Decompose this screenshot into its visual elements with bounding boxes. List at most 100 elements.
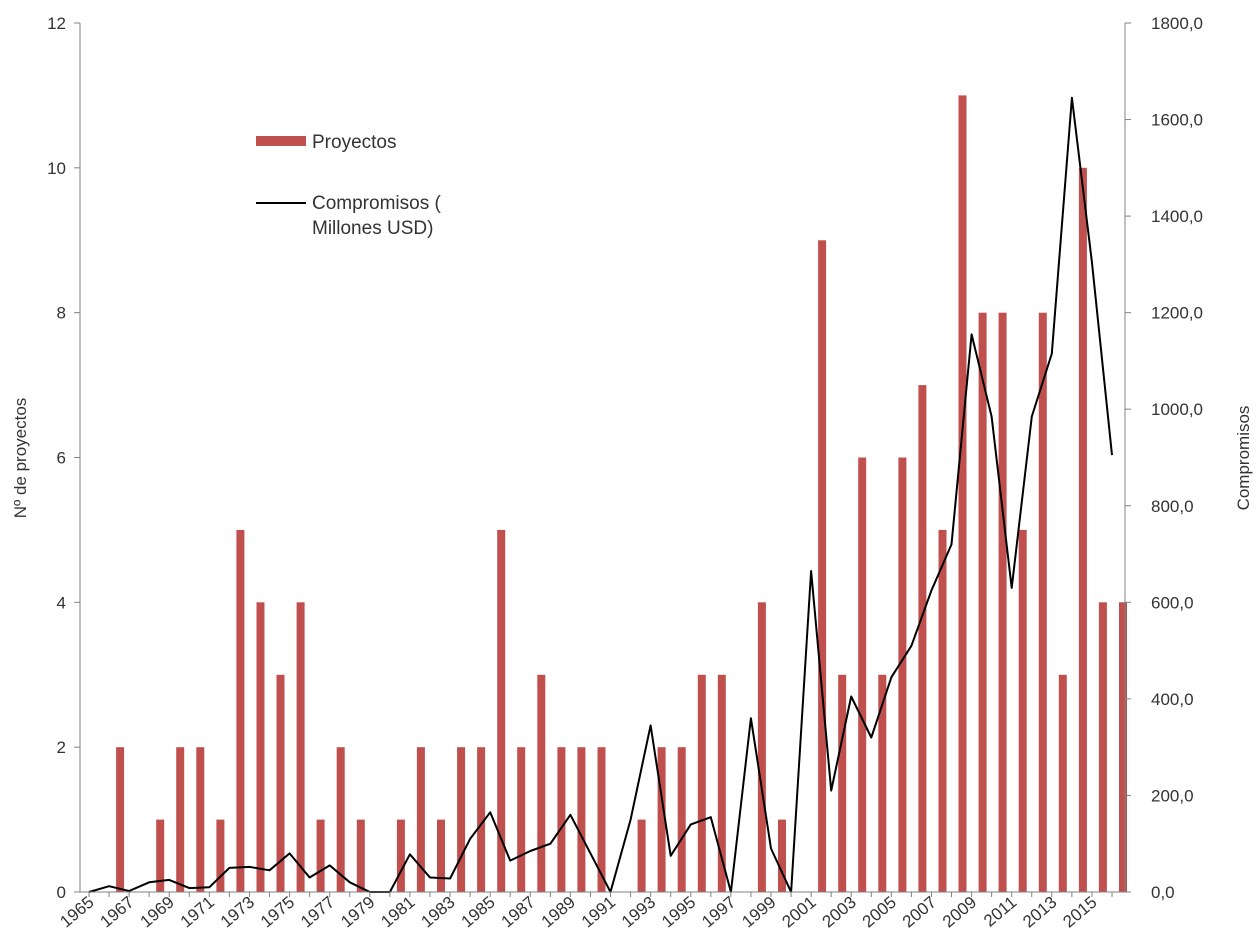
bar-2002 <box>838 674 847 893</box>
right-tick-label: 1000,0 <box>1151 400 1203 419</box>
bar-2005 <box>898 457 907 892</box>
bar-1971 <box>216 819 225 892</box>
x-tick-label: 1977 <box>297 893 338 932</box>
bar-1969 <box>176 747 185 892</box>
right-tick-label: 0,0 <box>1151 883 1175 902</box>
bar-1989 <box>577 747 586 892</box>
bar-1975 <box>296 602 305 892</box>
bar-1970 <box>196 747 205 892</box>
legend-label-compromisos-line1: Compromisos ( <box>312 193 441 214</box>
bar-1983 <box>457 747 466 892</box>
bar-1988 <box>557 747 566 892</box>
x-tick-label: 1991 <box>578 893 619 932</box>
legend-label-compromisos-line2: Millones USD) <box>312 218 433 239</box>
right-tick-label: 200,0 <box>1151 786 1194 805</box>
bar-1987 <box>537 674 546 893</box>
right-tick-label: 800,0 <box>1151 497 1194 516</box>
right-tick-label: 1200,0 <box>1151 304 1203 323</box>
bar-1977 <box>336 747 345 892</box>
right-tick-label: 400,0 <box>1151 690 1194 709</box>
bar-1993 <box>657 747 666 892</box>
bar-1985 <box>497 529 506 892</box>
bar-2012 <box>1038 312 1047 892</box>
bar-1966 <box>116 747 125 892</box>
bar-1984 <box>477 747 486 892</box>
x-tick-label: 1981 <box>377 893 418 932</box>
left-tick-label: 6 <box>57 449 66 468</box>
x-tick-label: 1993 <box>618 893 659 932</box>
bar-2006 <box>918 385 927 892</box>
right-tick-label: 1400,0 <box>1151 207 1203 226</box>
bar-1982 <box>437 819 445 892</box>
legend-label-proyectos: Proyectos <box>312 132 396 153</box>
bar-1992 <box>637 819 646 892</box>
bar-1998 <box>757 602 766 892</box>
bar-1999 <box>778 819 786 892</box>
x-tick-label: 1995 <box>658 893 699 932</box>
bar-2010 <box>998 312 1007 892</box>
bar-1995 <box>697 674 706 893</box>
bar-1981 <box>416 747 425 892</box>
left-tick-label: 0 <box>57 883 66 902</box>
bar-2011 <box>1018 529 1027 892</box>
bar-1978 <box>356 819 365 892</box>
bar-1990 <box>597 747 606 892</box>
bar-2004 <box>878 674 887 893</box>
x-tick-label: 2003 <box>819 893 860 932</box>
bar-1980 <box>396 819 405 892</box>
left-tick-label: 8 <box>57 304 66 323</box>
right-tick-label: 1600,0 <box>1151 111 1203 130</box>
x-tick-label: 1969 <box>137 893 178 932</box>
bar-2014 <box>1078 167 1087 893</box>
legend: Proyectos Compromisos ( Millones USD) <box>256 132 441 239</box>
bar-2008 <box>958 95 967 892</box>
bar-2009 <box>978 312 987 892</box>
left-tick-label: 4 <box>57 593 66 612</box>
series-line-compromisos <box>88 96 1113 893</box>
left-tick-label: 12 <box>47 14 66 33</box>
x-tick-label: 1983 <box>417 893 458 932</box>
x-tick-label: 2011 <box>980 893 1020 931</box>
x-tick-label: 2013 <box>1019 893 1060 932</box>
x-tick-label: 1989 <box>538 893 579 932</box>
x-tick-label: 2009 <box>939 893 980 932</box>
bar-1996 <box>717 674 726 893</box>
left-axis-title: Nº de proyectos <box>11 398 30 519</box>
bar-2016 <box>1119 602 1127 892</box>
bars-group <box>116 95 1127 893</box>
x-tick-label: 2001 <box>778 893 819 932</box>
x-tick-label: 1985 <box>458 893 499 932</box>
right-tick-label: 1800,0 <box>1151 14 1203 33</box>
bar-1974 <box>276 674 285 893</box>
bar-1973 <box>256 602 265 892</box>
bar-2015 <box>1098 602 1107 892</box>
left-tick-label: 10 <box>47 159 66 178</box>
bar-1986 <box>517 747 526 892</box>
left-tick-label: 2 <box>57 738 66 757</box>
line-group <box>88 96 1113 893</box>
x-tick-label: 2015 <box>1059 893 1100 932</box>
legend-swatch-proyectos <box>256 136 306 146</box>
bar-1994 <box>677 747 686 892</box>
right-axis-title: Compromisos <box>1234 406 1253 511</box>
bar-1976 <box>316 819 325 892</box>
bar-1972 <box>236 529 245 892</box>
x-tick-label: 2005 <box>859 893 900 932</box>
x-tick-label: 1967 <box>96 893 137 932</box>
right-tick-label: 600,0 <box>1151 593 1194 612</box>
x-tick-label: 1987 <box>498 893 539 932</box>
x-tick-label: 1975 <box>257 893 298 932</box>
x-tick-label: 1997 <box>698 893 739 932</box>
bar-1968 <box>156 819 165 892</box>
x-tick-label: 2007 <box>899 893 940 932</box>
x-tick-label: 1973 <box>217 893 258 932</box>
x-tick-label: 1999 <box>738 893 779 932</box>
bar-2013 <box>1058 674 1067 893</box>
bar-2001 <box>818 240 827 893</box>
x-tick-label: 1979 <box>337 893 378 932</box>
bar-2007 <box>938 529 947 892</box>
bar-2003 <box>858 457 867 892</box>
x-tick-label: 1971 <box>177 893 218 932</box>
